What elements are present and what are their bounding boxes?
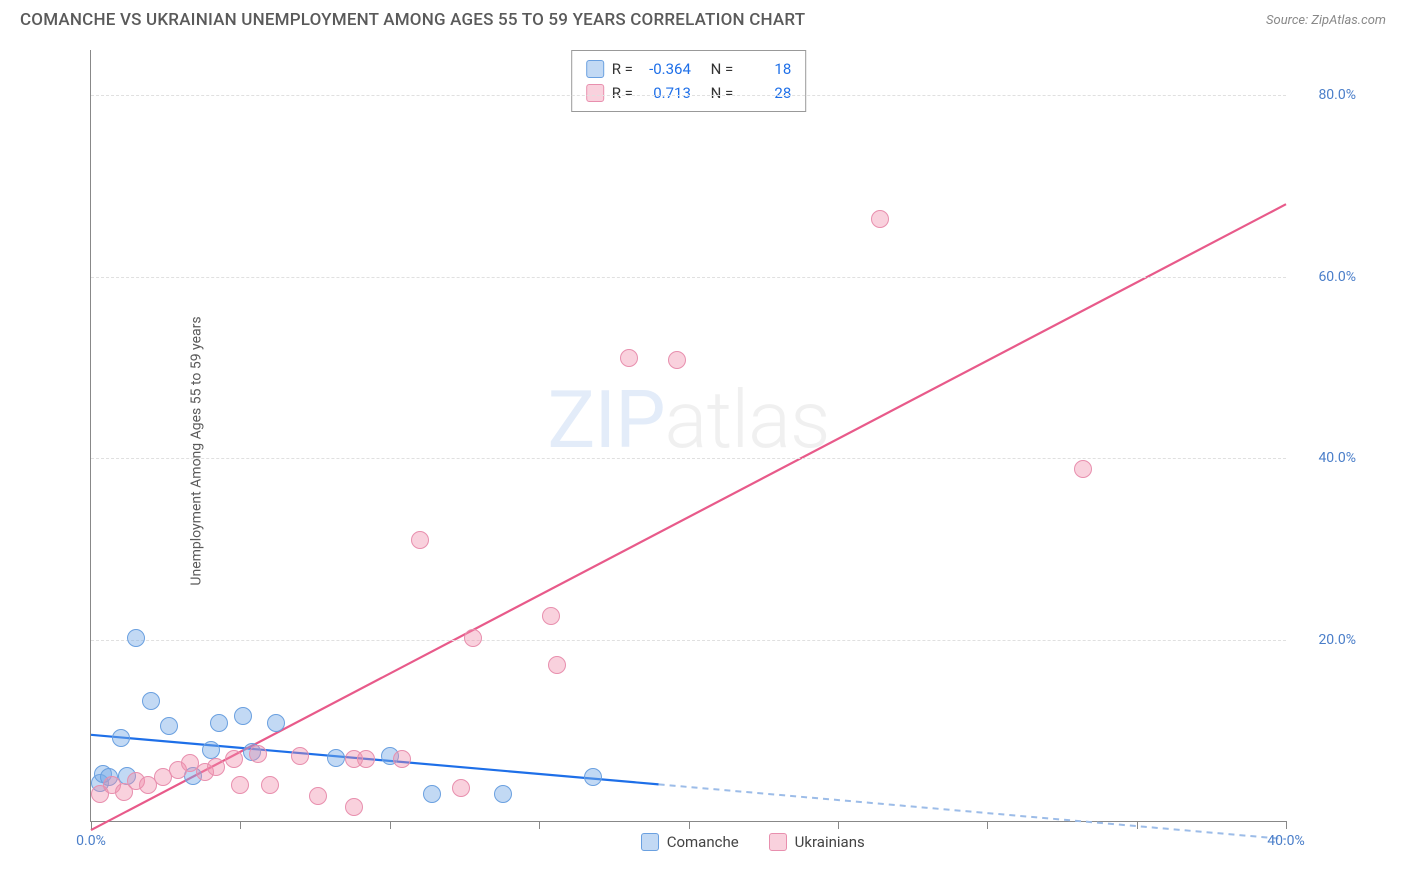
trend-lines — [91, 50, 1286, 821]
swatch-ukrainians — [586, 84, 604, 102]
y-tick-label: 80.0% — [1296, 87, 1356, 103]
x-tick — [539, 821, 540, 829]
legend-stats-box: R = -0.364 N = 18 R = 0.713 N = 28 — [571, 50, 807, 112]
scatter-point-comanche — [142, 692, 160, 710]
scatter-point-ukrainians — [345, 750, 363, 768]
scatter-point-ukrainians — [620, 349, 638, 367]
y-tick-label: 20.0% — [1296, 632, 1356, 648]
stat-r-ukrainians: 0.713 — [641, 81, 691, 105]
x-tick — [987, 821, 988, 829]
swatch-comanche — [586, 60, 604, 78]
scatter-point-ukrainians — [668, 351, 686, 369]
scatter-plot: ZIPatlas R = -0.364 N = 18 R = 0.713 N =… — [90, 50, 1286, 822]
legend-item-comanche: Comanche — [641, 833, 739, 851]
stat-r-label: R = — [612, 81, 633, 105]
y-tick-label: 60.0% — [1296, 269, 1356, 285]
scatter-point-ukrainians — [411, 531, 429, 549]
stat-n-label: N = — [711, 57, 734, 81]
scatter-point-comanche — [267, 714, 285, 732]
y-tick-label: 40.0% — [1296, 450, 1356, 466]
x-tick — [838, 821, 839, 829]
stat-r-label: R = — [612, 57, 633, 81]
stat-n-label: N = — [711, 81, 734, 105]
scatter-point-comanche — [160, 717, 178, 735]
scatter-point-ukrainians — [309, 787, 327, 805]
source-attribution: Source: ZipAtlas.com — [1266, 13, 1386, 28]
x-tick — [1137, 821, 1138, 829]
x-tick — [91, 821, 92, 829]
stat-n-ukrainians: 28 — [741, 81, 791, 105]
stat-r-comanche: -0.364 — [641, 57, 691, 81]
scatter-point-ukrainians — [1074, 460, 1092, 478]
scatter-point-comanche — [112, 729, 130, 747]
scatter-point-ukrainians — [291, 747, 309, 765]
legend-stats-row-ukrainians: R = 0.713 N = 28 — [586, 81, 792, 105]
scatter-point-ukrainians — [548, 656, 566, 674]
scatter-point-ukrainians — [225, 750, 243, 768]
scatter-point-ukrainians — [464, 629, 482, 647]
swatch-comanche — [641, 833, 659, 851]
trend-line-dashed-comanche — [659, 784, 1286, 839]
scatter-point-ukrainians — [871, 210, 889, 228]
x-tick-label: 40.0% — [1267, 833, 1305, 849]
x-tick — [689, 821, 690, 829]
scatter-point-comanche — [584, 768, 602, 786]
bottom-legend: Comanche Ukrainians — [641, 833, 865, 851]
chart-title: COMANCHE VS UKRAINIAN UNEMPLOYMENT AMONG… — [20, 10, 805, 30]
scatter-point-ukrainians — [542, 607, 560, 625]
scatter-point-ukrainians — [345, 798, 363, 816]
x-tick — [240, 821, 241, 829]
scatter-point-ukrainians — [231, 776, 249, 794]
scatter-point-ukrainians — [393, 750, 411, 768]
swatch-ukrainians — [769, 833, 787, 851]
scatter-point-ukrainians — [249, 745, 267, 763]
legend-stats-row-comanche: R = -0.364 N = 18 — [586, 57, 792, 81]
scatter-point-comanche — [210, 714, 228, 732]
scatter-point-comanche — [127, 629, 145, 647]
legend-label-comanche: Comanche — [667, 833, 739, 851]
scatter-point-comanche — [423, 785, 441, 803]
trend-line-ukrainians — [91, 204, 1286, 830]
gridline — [91, 458, 1286, 459]
x-tick — [1286, 821, 1287, 829]
x-tick-label: 0.0% — [76, 833, 106, 849]
scatter-point-ukrainians — [261, 776, 279, 794]
legend-item-ukrainians: Ukrainians — [769, 833, 865, 851]
scatter-point-comanche — [494, 785, 512, 803]
scatter-point-comanche — [202, 741, 220, 759]
scatter-point-comanche — [327, 749, 345, 767]
gridline — [91, 95, 1286, 96]
scatter-point-comanche — [234, 707, 252, 725]
chart-area: Unemployment Among Ages 55 to 59 years Z… — [50, 50, 1366, 852]
title-bar: COMANCHE VS UKRAINIAN UNEMPLOYMENT AMONG… — [0, 0, 1406, 38]
scatter-point-ukrainians — [207, 758, 225, 776]
stat-n-comanche: 18 — [741, 57, 791, 81]
x-tick — [390, 821, 391, 829]
gridline — [91, 640, 1286, 641]
gridline — [91, 277, 1286, 278]
legend-label-ukrainians: Ukrainians — [795, 833, 865, 851]
scatter-point-ukrainians — [452, 779, 470, 797]
